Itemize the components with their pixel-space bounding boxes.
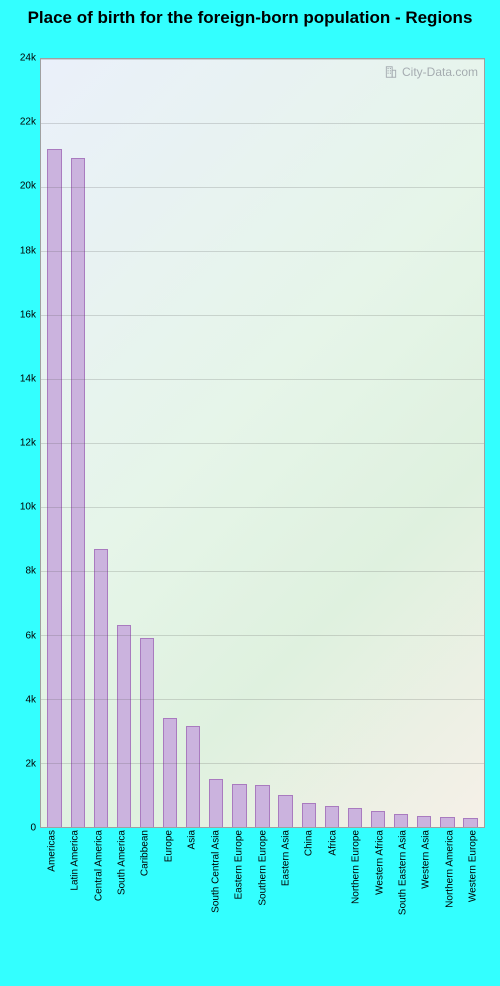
- bar: [117, 625, 131, 827]
- plot-wrapper: City-Data.com 02k4k6k8k10k12k14k16k18k20…: [40, 58, 485, 828]
- y-tick-label: 20k: [20, 181, 40, 192]
- bar: [232, 784, 246, 827]
- grid-line: [41, 827, 484, 828]
- x-tick-label: China: [304, 830, 315, 856]
- bar: [463, 818, 477, 827]
- y-tick-label: 14k: [20, 373, 40, 384]
- x-tick-label: South Central Asia: [210, 830, 221, 913]
- x-tick-label: Western Africa: [374, 830, 385, 895]
- grid-line: [41, 251, 484, 252]
- grid-line: [41, 187, 484, 188]
- y-tick-label: 2k: [25, 758, 40, 769]
- grid-line: [41, 443, 484, 444]
- bar: [186, 726, 200, 827]
- y-tick-label: 4k: [25, 694, 40, 705]
- bar: [140, 638, 154, 827]
- grid-line: [41, 763, 484, 764]
- plot-area: City-Data.com: [40, 58, 485, 828]
- x-tick-label: Southern Europe: [257, 830, 268, 906]
- grid-line: [41, 507, 484, 508]
- grid-line: [41, 59, 484, 60]
- grid-line: [41, 635, 484, 636]
- x-tick-label: Caribbean: [140, 830, 151, 876]
- bar: [71, 158, 85, 827]
- x-tick-label: Northern America: [444, 830, 455, 908]
- y-tick-label: 24k: [20, 53, 40, 64]
- x-tick-label: Northern Europe: [351, 830, 362, 904]
- chart-title: Place of birth for the foreign-born popu…: [0, 0, 500, 32]
- x-tick-label: Americas: [46, 830, 57, 872]
- bar: [417, 816, 431, 827]
- bar: [278, 795, 292, 827]
- grid-line: [41, 315, 484, 316]
- bar: [94, 549, 108, 827]
- x-tick-label: Western Asia: [421, 830, 432, 889]
- y-tick-label: 18k: [20, 245, 40, 256]
- grid-line: [41, 571, 484, 572]
- grid-line: [41, 379, 484, 380]
- y-tick-label: 22k: [20, 117, 40, 128]
- x-tick-label: Western Europe: [468, 830, 479, 902]
- y-tick-label: 12k: [20, 438, 40, 449]
- bar: [163, 718, 177, 827]
- y-tick-label: 8k: [25, 566, 40, 577]
- x-tick-label: Latin America: [70, 830, 81, 891]
- bar: [255, 785, 269, 827]
- bar: [371, 811, 385, 827]
- y-tick-label: 0: [30, 823, 40, 834]
- y-tick-label: 10k: [20, 502, 40, 513]
- x-tick-label: South Eastern Asia: [398, 830, 409, 915]
- grid-line: [41, 123, 484, 124]
- x-tick-label: Europe: [163, 830, 174, 862]
- x-tick-label: South America: [116, 830, 127, 895]
- x-tick-label: Eastern Asia: [280, 830, 291, 886]
- y-tick-label: 16k: [20, 309, 40, 320]
- bar: [325, 806, 339, 827]
- bar: [440, 817, 454, 827]
- grid-line: [41, 699, 484, 700]
- x-tick-label: Asia: [187, 830, 198, 849]
- bar: [348, 808, 362, 827]
- bar: [209, 779, 223, 827]
- x-tick-label: Eastern Europe: [234, 830, 245, 900]
- x-tick-label: Africa: [327, 830, 338, 856]
- bar: [394, 814, 408, 827]
- x-tick-label: Central America: [93, 830, 104, 901]
- y-tick-label: 6k: [25, 630, 40, 641]
- bar: [302, 803, 316, 827]
